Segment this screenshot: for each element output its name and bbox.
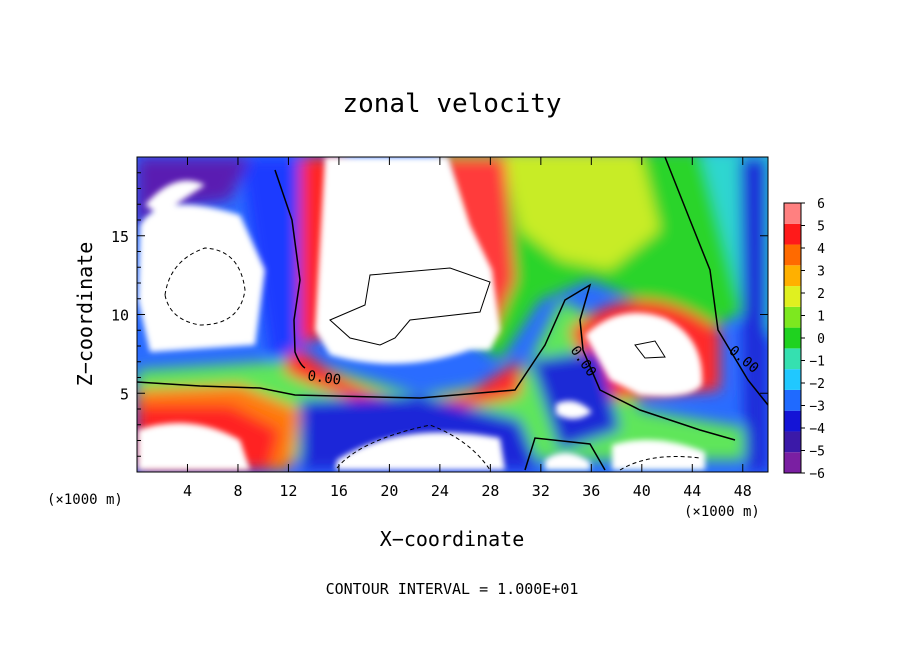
colorbar-swatch <box>784 265 801 287</box>
y-tick-label: 10 <box>111 307 129 325</box>
contour-interval-note: CONTOUR INTERVAL = 1.000E+01 <box>326 580 579 598</box>
chart-title: zonal velocity <box>342 89 561 119</box>
contour-label: 0.00 <box>306 368 342 389</box>
x-tick-label: 28 <box>481 482 499 500</box>
colorbar-tick-label: 0 <box>817 332 825 347</box>
colorbar-swatch <box>784 306 801 328</box>
colorbar-swatch <box>784 410 801 432</box>
x-tick-label: 16 <box>330 482 348 500</box>
colorbar: −6 −5 −4 −3 −2 −1 0 1 2 3 4 5 6 <box>783 197 825 482</box>
colorbar-swatch <box>784 223 801 245</box>
colorbar-tick-label: 2 <box>817 287 825 302</box>
x-axis-unit-right: (×1000 m) <box>684 504 760 520</box>
out-of-range-regions <box>138 157 705 470</box>
colorbar-swatch <box>784 431 801 453</box>
colorbar-swatch <box>784 244 801 266</box>
field-blue-column <box>240 157 300 360</box>
colorbar-tick-label: −3 <box>809 400 825 415</box>
x-axis-unit-left: (×1000 m) <box>47 492 123 508</box>
x-tick-label: 20 <box>380 482 398 500</box>
x-tick-label: 44 <box>683 482 701 500</box>
x-tick-label: 4 <box>183 482 192 500</box>
x-axis-label: X−coordinate <box>380 527 525 551</box>
x-tick-label: 24 <box>431 482 449 500</box>
field-blue-eddy <box>530 350 620 450</box>
colorbar-swatch <box>784 389 801 411</box>
dashed-contours <box>164 247 701 471</box>
colorbar-tick-label: 3 <box>817 265 825 280</box>
x-tick-label: 8 <box>233 482 242 500</box>
colorbar-swatch <box>784 348 801 370</box>
x-tick-label: 48 <box>734 482 752 500</box>
colorbar-tick-label: 4 <box>817 242 825 257</box>
colorbar-tick-label: −1 <box>809 355 825 370</box>
colorbar-tick-label: −2 <box>809 377 825 392</box>
contour-lines <box>137 157 768 471</box>
y-tick-label: 5 <box>120 385 129 403</box>
x-tick-label: 12 <box>279 482 297 500</box>
y-tick-label: 15 <box>111 228 129 246</box>
colorbar-tick-label: −4 <box>809 422 825 437</box>
y-axis: 5 10 15 <box>111 172 768 457</box>
x-tick-label: 36 <box>582 482 600 500</box>
colorbar-swatch <box>784 203 801 224</box>
field-purple-topleft <box>137 157 250 230</box>
colorbar-tick-label: 6 <box>817 197 825 212</box>
y-axis-label: Z−coordinate <box>73 242 97 387</box>
field-red-arc <box>285 340 520 409</box>
x-tick-label: 40 <box>633 482 651 500</box>
colorbar-tick-label: 1 <box>817 310 825 325</box>
colorbar-tick-label: −5 <box>809 445 825 460</box>
colorbar-swatch <box>784 327 801 349</box>
colorbar-swatch <box>784 286 801 307</box>
x-axis: 4 8 12 16 20 24 28 32 36 40 44 48 <box>183 157 752 500</box>
colorbar-tick-label: −6 <box>809 467 825 482</box>
x-tick-label: 32 <box>532 482 550 500</box>
colorbar-swatch <box>784 369 801 390</box>
field-yellow-region <box>501 157 660 270</box>
colorbar-tick-label: 5 <box>817 220 825 235</box>
heatmap-field <box>137 157 768 472</box>
colorbar-swatch <box>784 452 801 473</box>
